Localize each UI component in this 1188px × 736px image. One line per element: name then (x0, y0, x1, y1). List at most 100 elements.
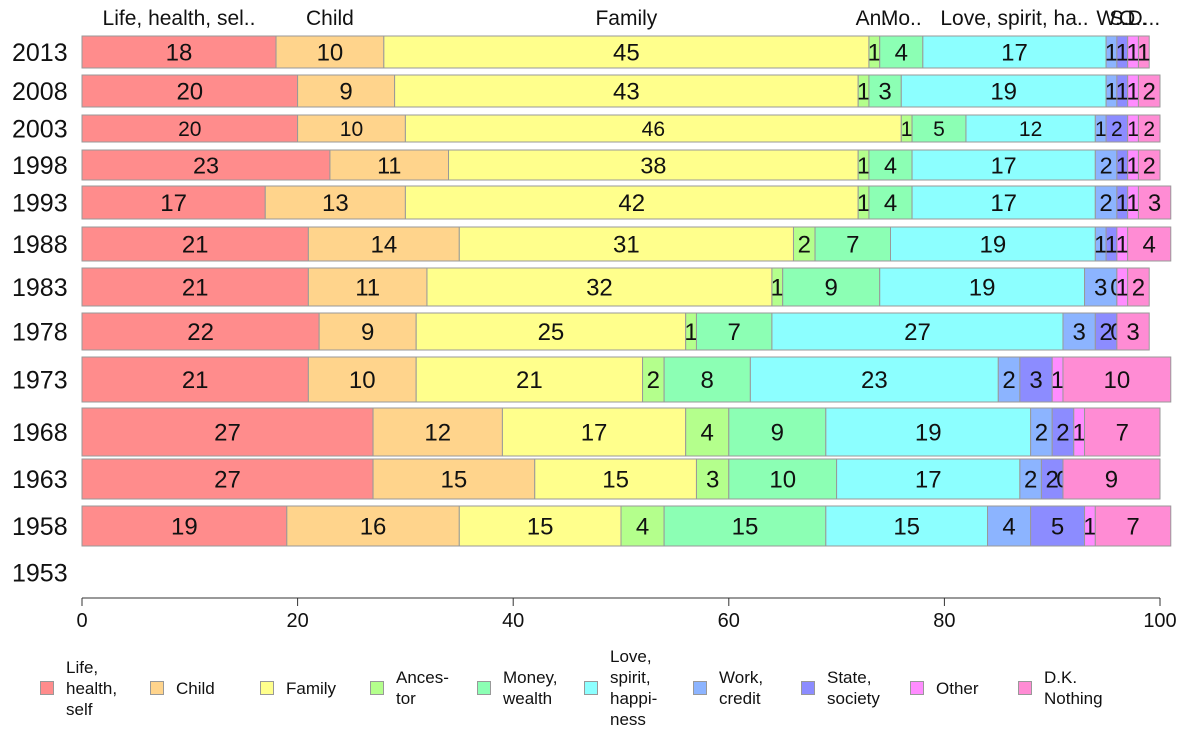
data-label: 1 (1116, 275, 1129, 302)
legend-swatch (260, 681, 274, 695)
data-label: 20 (178, 118, 201, 141)
y-tick-label: 2008 (12, 78, 68, 106)
bar-segment (1030, 505, 1086, 547)
bar-segment (81, 312, 320, 351)
data-label: 1 (684, 319, 697, 346)
data-label: 3 (1094, 275, 1107, 302)
bar-segment (286, 505, 460, 547)
bar-segment (297, 74, 396, 108)
x-tick-label: 100 (1143, 610, 1176, 632)
y-tick-label: 1993 (12, 190, 68, 218)
bar-segment (1137, 114, 1161, 143)
data-label: 1 (1094, 232, 1107, 259)
y-tick-label: 1983 (12, 274, 68, 302)
data-label: 11 (377, 152, 401, 178)
data-label: 1 (1116, 232, 1129, 259)
data-label: 17 (160, 190, 187, 217)
bar-segment (879, 267, 1086, 307)
bar-segment (1062, 356, 1172, 403)
bar-segment (534, 458, 697, 500)
bar-segment (81, 35, 277, 69)
data-label: 22 (187, 319, 214, 346)
bar-segment (1084, 407, 1161, 457)
x-tick-label: 80 (933, 610, 955, 632)
data-label: 3 (1126, 319, 1139, 346)
data-label: 2 (1056, 420, 1069, 447)
data-label: 10 (769, 467, 796, 494)
bar-segment (728, 458, 838, 500)
data-label: 2 (1143, 79, 1156, 106)
bar-segment (415, 312, 687, 351)
data-label: 2 (1111, 118, 1123, 141)
legend-swatch (584, 681, 598, 695)
data-label: 21 (182, 232, 209, 259)
data-label: 3 (706, 467, 719, 494)
data-label: 7 (846, 232, 859, 259)
bar-segment (868, 74, 902, 108)
data-label: 10 (349, 367, 376, 394)
legend-item: State, society (801, 640, 880, 736)
bar-segment (329, 149, 450, 181)
data-label: 38 (640, 152, 666, 178)
data-label: 3 (878, 79, 891, 106)
data-label: 27 (904, 319, 931, 346)
data-label: 5 (1051, 514, 1064, 541)
legend-item: Family (260, 640, 336, 736)
bar-segment (458, 505, 622, 547)
data-label: 16 (360, 514, 387, 541)
legend-label: State, society (827, 668, 880, 708)
legend-label: Ances- tor (396, 668, 449, 708)
data-label: 1 (1116, 190, 1129, 217)
data-label: 21 (182, 367, 209, 394)
data-label: 2 (1100, 152, 1113, 178)
bar-segment (663, 356, 751, 403)
data-label: 9 (825, 275, 838, 302)
y-tick-label: 1973 (12, 367, 68, 395)
series-top-label: W.. (1096, 7, 1126, 30)
data-label: 3 (1148, 190, 1161, 217)
x-tick-label: 20 (286, 610, 308, 632)
legend-item: Love, spirit, happi- ness (584, 640, 657, 736)
data-label: 9 (361, 319, 374, 346)
data-label: 4 (884, 152, 897, 178)
data-label: 20 (176, 79, 203, 106)
y-tick-label: 1978 (12, 319, 68, 347)
y-tick-label: 1953 (12, 560, 68, 588)
data-label: 2 (1024, 467, 1037, 494)
legend-swatch (40, 681, 54, 695)
bar-segment (965, 114, 1096, 143)
legend-label: Life, health, self (66, 657, 118, 719)
bar-segment (1094, 505, 1172, 547)
bar-segment (1127, 267, 1150, 307)
data-label: 2 (1099, 190, 1112, 217)
bar-segment (663, 505, 827, 547)
bar-segment (911, 114, 967, 143)
bar-segment (372, 458, 536, 500)
data-label: 12 (424, 420, 451, 447)
data-label: 2 (1143, 118, 1155, 141)
bar-segment (1084, 267, 1118, 307)
data-label: 1 (1137, 40, 1150, 67)
bar-segment (1137, 149, 1161, 181)
bar-segment (825, 407, 1032, 457)
bar-segment (868, 185, 913, 220)
legend-label: Love, spirit, happi- ness (610, 647, 658, 729)
legend-label: Child (176, 678, 215, 698)
legend-item: Money, wealth (477, 640, 558, 736)
bar-segment (782, 267, 881, 307)
legend-item: Ances- tor (370, 640, 449, 736)
legend-item: Life, health, self (40, 640, 117, 736)
bar-segment (394, 74, 859, 108)
bar-segment (1127, 226, 1172, 262)
bar-segment (1062, 312, 1096, 351)
bar-segment (836, 458, 1021, 500)
data-label: 1 (1127, 118, 1139, 141)
data-label: 1 (1105, 40, 1118, 67)
data-label: 1 (1126, 40, 1139, 67)
data-label: 15 (732, 514, 759, 541)
x-tick-label: 60 (718, 610, 740, 632)
data-label: 1 (857, 152, 870, 178)
data-label: 5 (933, 118, 945, 141)
legend-item: Work, credit (693, 640, 763, 736)
